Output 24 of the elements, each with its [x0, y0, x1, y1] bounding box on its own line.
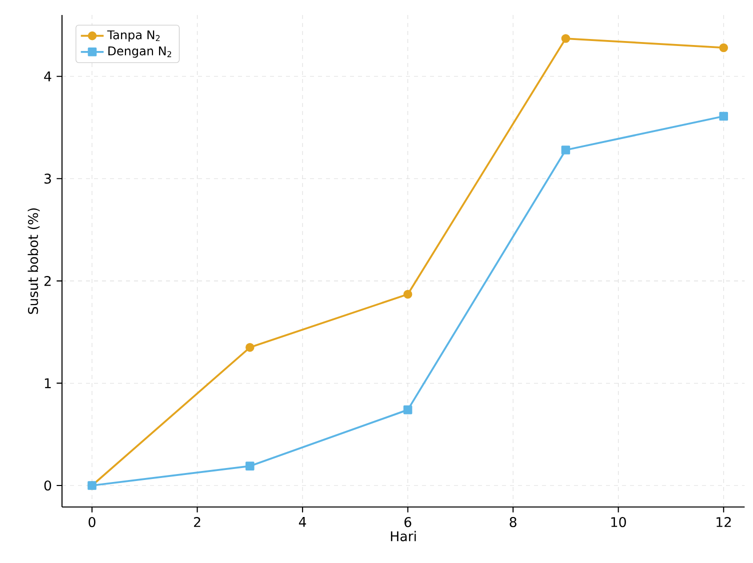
point: [403, 290, 412, 299]
point: [246, 343, 254, 352]
x-tick-label: 2: [194, 517, 200, 527]
y-tick-label: 0: [44, 480, 52, 491]
legend-label: Dengan N$_{2}$: [108, 46, 172, 58]
point: [403, 405, 412, 414]
x-tick-label: 0: [88, 517, 96, 528]
point: [246, 462, 254, 470]
point: [719, 43, 728, 52]
x-tick-label: 10: [611, 517, 626, 528]
y-axis-title: Susut bobot (%): [28, 208, 40, 314]
x-tick-label: 12: [716, 517, 731, 527]
y-tick-label: 4: [44, 72, 52, 82]
x-tick-label: 6: [404, 517, 412, 528]
point: [561, 34, 570, 43]
y-tick-label: 1: [44, 378, 51, 388]
point: [561, 146, 570, 154]
y-tick-label: 2: [44, 276, 51, 286]
y-tick-label: 3: [44, 174, 51, 184]
point: [719, 112, 728, 121]
x-tick-label: 4: [298, 517, 306, 527]
legend-label: Tanpa N$_{2}$: [107, 30, 160, 42]
x-axis-title: Hari: [390, 530, 416, 542]
x-tick-label: 8: [510, 517, 516, 528]
